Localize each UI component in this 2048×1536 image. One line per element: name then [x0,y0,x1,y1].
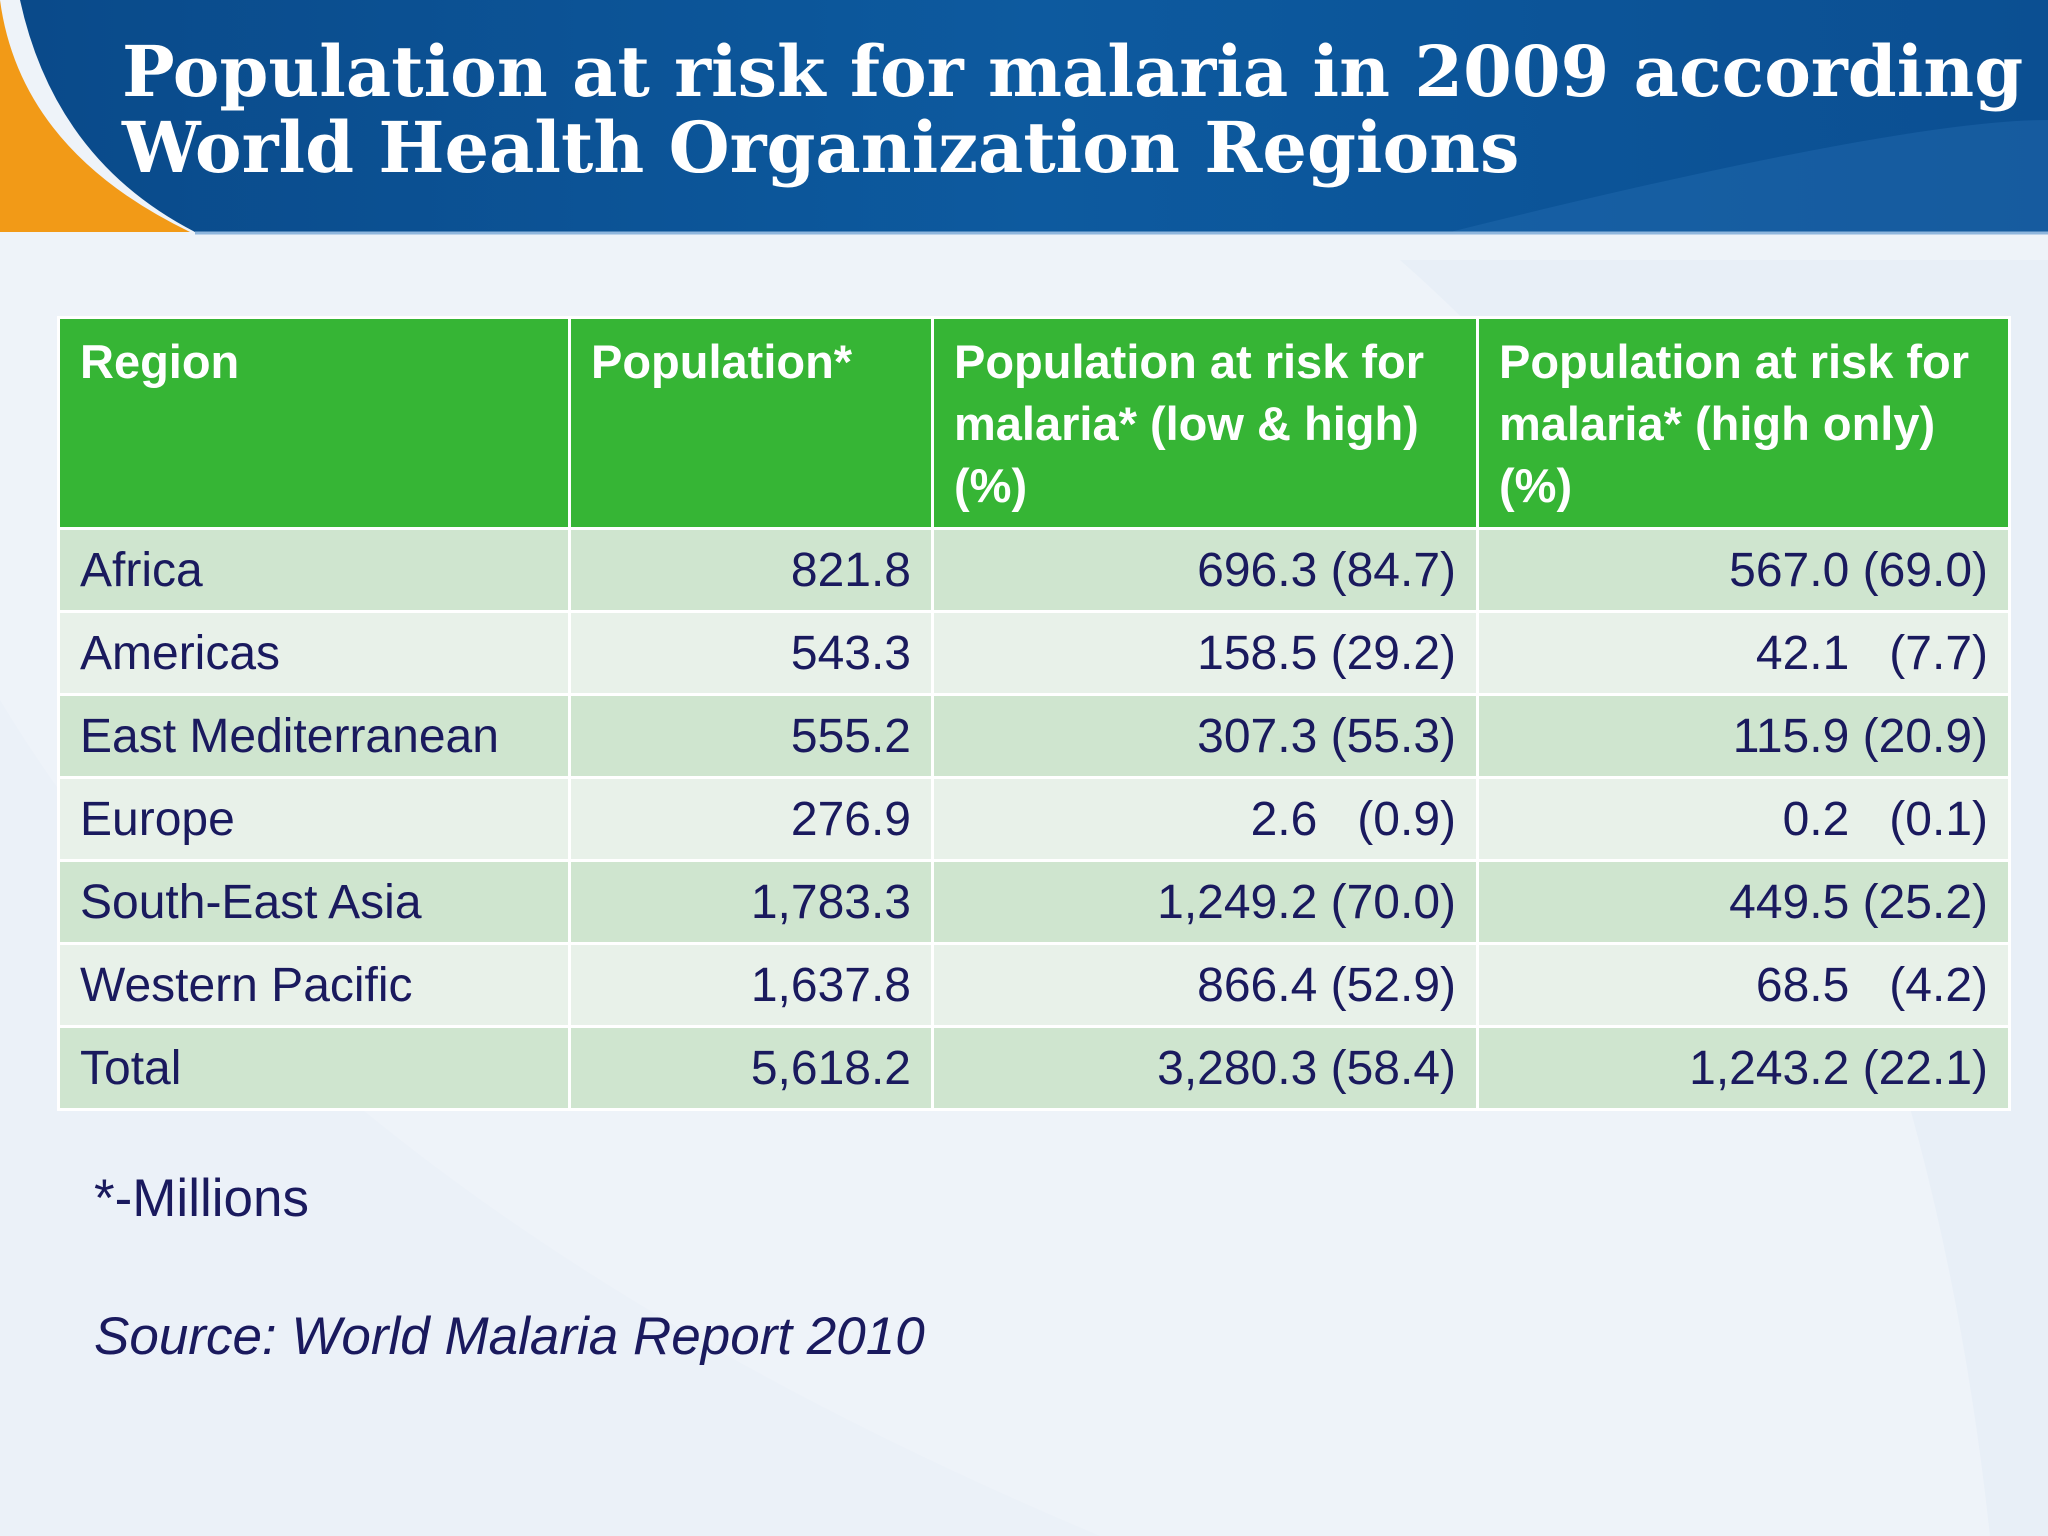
risk-high-only-cell: 567.0 (69.0) [1476,527,2011,613]
header-population: Population* [568,316,934,530]
title-band [20,0,2048,232]
risk-high-only-cell: 68.5 (4.2) [1476,942,2011,1028]
population-cell: 555.2 [568,693,934,779]
malaria-risk-table: Region Population* Population at risk fo… [57,316,2011,1111]
population-cell: 543.3 [568,610,934,696]
table-row: South-East Asia 1,783.3 1,249.2 (70.0) 4… [57,859,2011,945]
region-cell: Africa [57,527,571,613]
table-row: Africa 821.8 696.3 (84.7) 567.0 (69.0) [57,527,2011,613]
title-line-1: Population at risk for malaria in 2009 a… [122,30,2048,113]
population-cell: 1,637.8 [568,942,934,1028]
header-risk-high-only: Population at risk for malaria* (high on… [1476,316,2011,530]
region-cell: Americas [57,610,571,696]
risk-low-high-cell: 866.4 (52.9) [931,942,1479,1028]
risk-high-only-cell: 42.1 (7.7) [1476,610,2011,696]
region-cell: East Mediterranean [57,693,571,779]
risk-high-only-cell: 0.2 (0.1) [1476,776,2011,862]
risk-low-high-cell: 158.5 (29.2) [931,610,1479,696]
table-row-total: Total 5,618.2 3,280.3 (58.4) 1,243.2 (22… [57,1025,2011,1111]
population-cell: 821.8 [568,527,934,613]
risk-low-high-cell: 2.6 (0.9) [931,776,1479,862]
region-cell: South-East Asia [57,859,571,945]
source-citation: Source: World Malaria Report 2010 [94,1307,925,1366]
risk-low-high-cell: 3,280.3 (58.4) [931,1025,1479,1111]
population-cell: 276.9 [568,776,934,862]
region-cell: Total [57,1025,571,1111]
population-cell: 1,783.3 [568,859,934,945]
header-region: Region [57,316,571,530]
table-row: Western Pacific 1,637.8 866.4 (52.9) 68.… [57,942,2011,1028]
table-row: Europe 276.9 2.6 (0.9) 0.2 (0.1) [57,776,2011,862]
risk-low-high-cell: 1,249.2 (70.0) [931,859,1479,945]
header-risk-low-high: Population at risk for malaria* (low & h… [931,316,1479,530]
risk-high-only-cell: 1,243.2 (22.1) [1476,1025,2011,1111]
title-line-2: World Health Organization Regions [122,106,1520,189]
risk-low-high-cell: 307.3 (55.3) [931,693,1479,779]
slide-title: Population at risk for malaria in 2009 a… [122,30,2048,189]
risk-high-only-cell: 449.5 (25.2) [1476,859,2011,945]
risk-low-high-cell: 696.3 (84.7) [931,527,1479,613]
table-row: East Mediterranean 555.2 307.3 (55.3) 11… [57,693,2011,779]
table-row: Americas 543.3 158.5 (29.2) 42.1 (7.7) [57,610,2011,696]
table-header-row: Region Population* Population at risk fo… [57,316,2011,530]
footnote-millions: *-Millions [94,1169,309,1228]
region-cell: Europe [57,776,571,862]
risk-high-only-cell: 115.9 (20.9) [1476,693,2011,779]
orange-accent-swoosh [0,0,190,232]
population-cell: 5,618.2 [568,1025,934,1111]
region-cell: Western Pacific [57,942,571,1028]
